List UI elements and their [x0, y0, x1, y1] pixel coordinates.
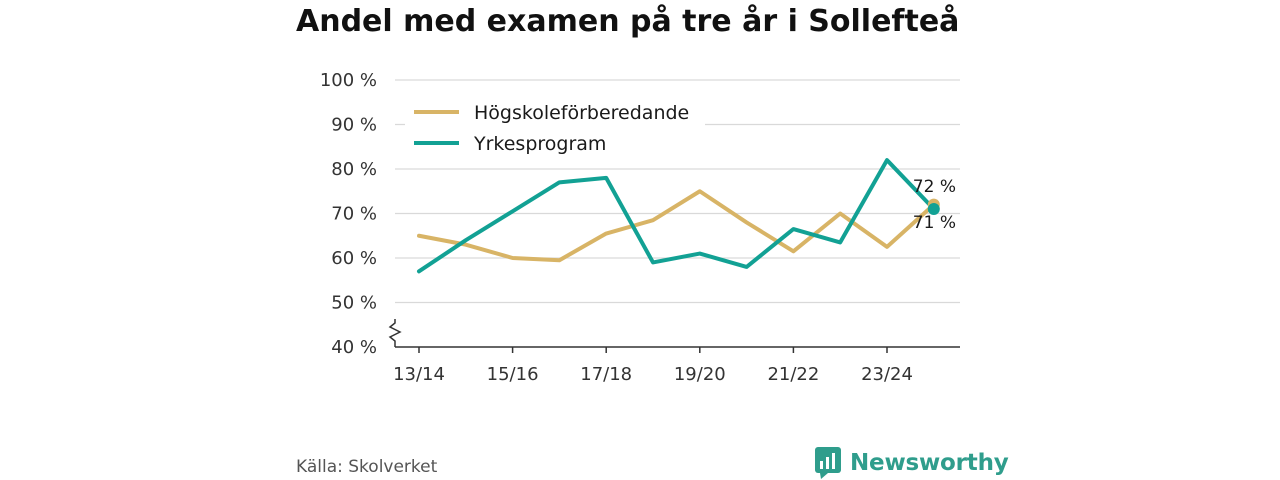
- legend: Högskoleförberedande Yrkesprogram: [405, 95, 705, 159]
- x-tick-label: 17/18: [580, 364, 632, 385]
- x-tick-label: 13/14: [393, 364, 445, 385]
- y-axis-ticks: 100 % 90 % 80 % 70 % 60 % 50 % 40 %: [320, 70, 377, 358]
- brand: Newsworthy: [814, 446, 1009, 480]
- axis-break-icon: [388, 319, 402, 347]
- x-tick-label: 19/20: [674, 364, 726, 385]
- y-tick-label: 70 %: [331, 204, 377, 225]
- chart-title: Andel med examen på tre år i Sollefteå: [296, 4, 960, 39]
- end-point-yrkes: [927, 203, 940, 216]
- series-line-hogskole: [417, 189, 936, 263]
- y-tick-label: 50 %: [331, 293, 377, 314]
- series-lines: [417, 158, 940, 274]
- y-tick-label: 80 %: [331, 159, 377, 180]
- y-tick-label: 100 %: [320, 70, 377, 91]
- end-label-hogskole: 72 %: [913, 177, 956, 197]
- brand-name: Newsworthy: [850, 450, 1009, 476]
- x-tick-label: 21/22: [767, 364, 819, 385]
- end-labels: 72 % 71 %: [913, 177, 956, 233]
- legend-label: Yrkesprogram: [473, 133, 606, 155]
- newsworthy-logo-icon: [815, 447, 841, 479]
- series-line-yrkes: [417, 158, 936, 274]
- legend-label: Högskoleförberedande: [474, 102, 689, 124]
- x-tick-label: 23/24: [861, 364, 913, 385]
- y-tick-label: 40 %: [331, 337, 377, 358]
- line-chart: 100 % 90 % 80 % 70 % 60 % 50 % 40 % 13/14 15/16…: [320, 70, 960, 385]
- x-axis: 13/14 15/16 17/18 19/20 21/22 23/24: [388, 319, 960, 385]
- end-label-yrkes: 71 %: [913, 213, 956, 233]
- y-tick-label: 60 %: [331, 248, 377, 269]
- legend-background: [405, 95, 705, 159]
- y-tick-label: 90 %: [331, 115, 377, 136]
- x-tick-label: 15/16: [487, 364, 539, 385]
- source-note: Källa: Skolverket: [296, 457, 438, 477]
